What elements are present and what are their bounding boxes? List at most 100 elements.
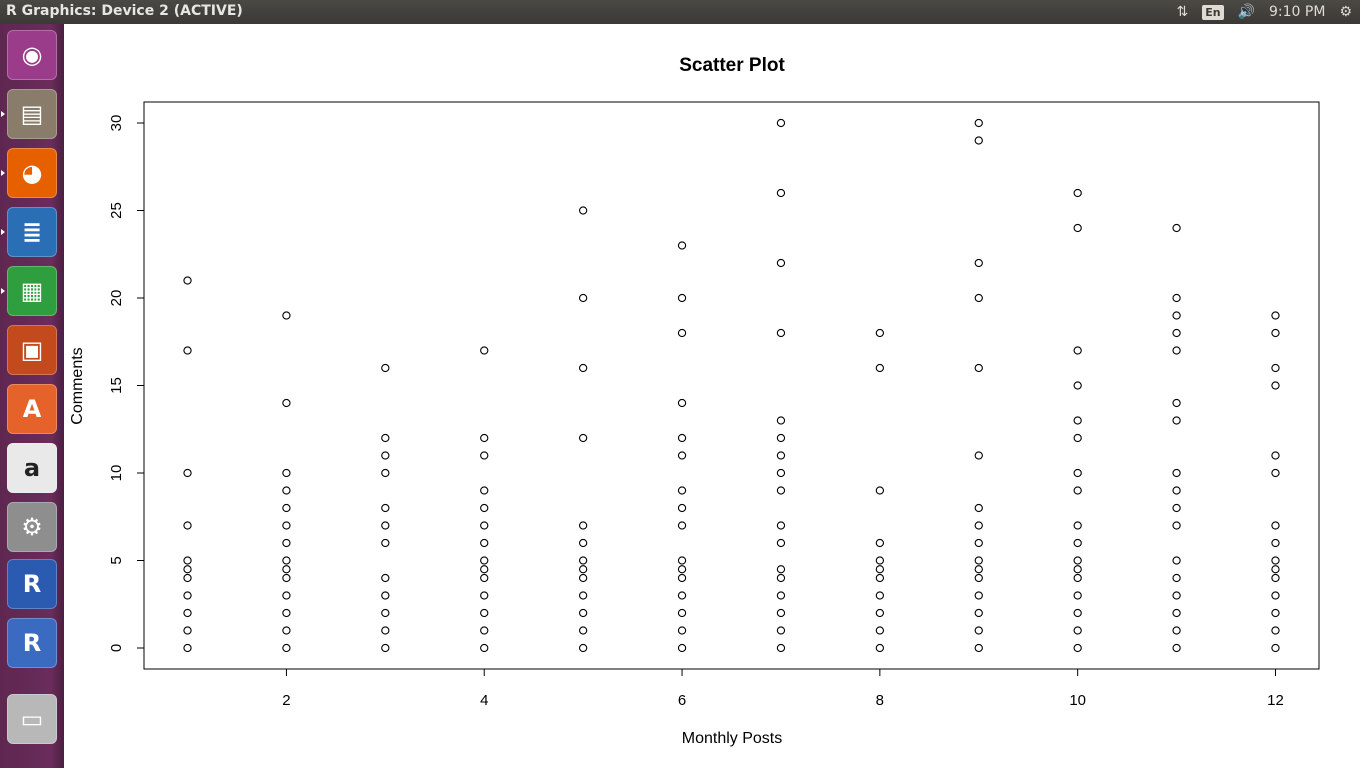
data-point [1271,565,1280,574]
data-point [1271,538,1280,548]
data-point [183,556,192,565]
data-point [480,608,489,618]
data-point [480,643,489,653]
data-point [1073,188,1082,198]
launcher-libreoffice-writer[interactable]: ≣ [7,207,57,257]
clock[interactable]: 9:10 PM [1269,4,1326,20]
running-indicator [1,229,5,235]
data-point [578,643,588,653]
x-tick-label: 12 [1267,692,1284,709]
data-point [1271,608,1280,618]
y-tick-label: 20 [108,290,125,307]
y-tick-label: 30 [108,115,125,132]
data-point [1073,538,1082,548]
calc-spreadsheet-icon: ▦ [20,277,44,305]
data-point [1172,311,1181,320]
data-point [1073,643,1082,653]
volume-icon[interactable]: 🔊 [1237,4,1256,20]
workspace-stack-icon: ▭ [20,705,44,733]
data-point [282,503,291,513]
launcher-r-editor[interactable]: R [7,618,57,668]
data-point [776,626,786,635]
network-icon[interactable]: ⇅ [1176,4,1189,20]
data-point [776,486,786,495]
launcher-libreoffice-impress[interactable]: ▣ [7,325,57,375]
firefox-icon: ◕ [21,159,43,187]
amazon-icon: a [23,454,41,482]
data-point [1172,328,1181,338]
r-graphics-device: Scatter Plot Monthly Posts Comments 2 4 6 8… [64,24,1360,768]
data-point [1172,416,1181,425]
data-point [776,565,786,574]
launcher-software-center[interactable]: A [7,384,57,434]
data-point [183,626,192,635]
data-point [677,433,687,443]
data-point [875,328,885,338]
launcher-amazon[interactable]: a [7,443,57,493]
data-point [677,328,687,338]
launcher-system-settings[interactable]: ⚙ [7,502,57,552]
plot-background [64,24,1360,768]
data-point [578,591,588,600]
data-point [776,608,786,618]
data-point [282,521,291,530]
ubuntu-logo-icon: ◉ [21,41,43,69]
launcher-files[interactable]: ▤ [7,89,57,139]
data-point [480,591,489,600]
data-point [480,503,489,513]
data-point [578,573,588,583]
writer-document-icon: ≣ [21,218,43,246]
data-point [677,451,687,460]
data-point [578,538,588,548]
data-point [776,258,786,268]
data-point [1073,556,1082,565]
data-point [1271,643,1280,653]
data-point [875,626,885,635]
data-point [1073,416,1082,425]
launcher-workspaces[interactable]: ▭ [7,694,57,744]
data-point [974,503,983,513]
data-point [183,468,192,478]
data-point [974,643,983,653]
data-point [677,398,687,408]
data-point [1172,608,1181,618]
running-indicator [1,288,5,294]
running-indicator [1,111,5,117]
launcher-firefox[interactable]: ◕ [7,148,57,198]
data-point [1172,643,1181,653]
power-gear-icon[interactable]: ⚙ [1339,4,1352,20]
data-point [480,433,489,443]
data-point [776,451,786,460]
data-point [974,258,983,268]
data-point [677,565,687,574]
data-point [1073,468,1082,478]
data-point [875,573,885,583]
data-point [1271,573,1280,583]
data-point [480,556,489,565]
data-point [875,556,885,565]
r-logo-icon: R [22,629,42,657]
launcher-libreoffice-calc[interactable]: ▦ [7,266,57,316]
x-tick-label: 4 [480,692,488,709]
data-point [381,363,390,373]
data-point [776,573,786,583]
data-point [1271,591,1280,600]
data-point [677,486,687,495]
data-point [974,556,983,565]
y-tick-label: 5 [108,556,125,564]
data-point [974,591,983,600]
data-point [183,565,192,574]
data-point [677,503,687,513]
launcher-ubuntu-dash[interactable]: ◉ [7,30,57,80]
data-point [776,538,786,548]
keyboard-language-icon[interactable]: En [1202,4,1224,20]
shopping-bag-icon: A [22,395,42,423]
launcher-r-gui[interactable]: R [7,559,57,609]
x-tick-label: 8 [876,692,884,709]
data-point [776,468,786,478]
data-point [974,565,983,574]
x-axis-label: Monthly Posts [682,730,782,747]
system-tray: ⇅ En 🔊 9:10 PM ⚙ [1176,0,1352,24]
data-point [776,643,786,653]
data-point [381,433,390,443]
